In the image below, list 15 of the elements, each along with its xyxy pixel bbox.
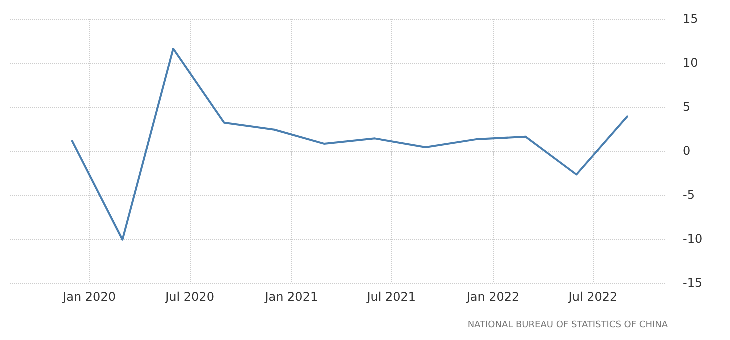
y-tick-label: 10 xyxy=(683,56,698,70)
x-tick-label: Jul 2021 xyxy=(366,290,416,304)
y-tick-label: -10 xyxy=(683,232,703,246)
y-tick-label: 5 xyxy=(683,100,691,114)
x-tick-label: Jan 2022 xyxy=(466,290,520,304)
x-tick-label: Jan 2020 xyxy=(62,290,116,304)
y-tick-label: 0 xyxy=(683,144,691,158)
x-tick-label: Jul 2020 xyxy=(164,290,214,304)
y-tick-label: -5 xyxy=(683,188,695,202)
text: NATIONAL BUREAU OF STATISTICS OF CHINA xyxy=(468,320,669,330)
x-tick-label: Jan 2021 xyxy=(264,290,318,304)
y-tick-label: 15 xyxy=(683,12,698,26)
x-tick-label: Jul 2022 xyxy=(568,290,618,304)
y-tick-label: -15 xyxy=(683,276,703,290)
line-series xyxy=(71,48,628,241)
